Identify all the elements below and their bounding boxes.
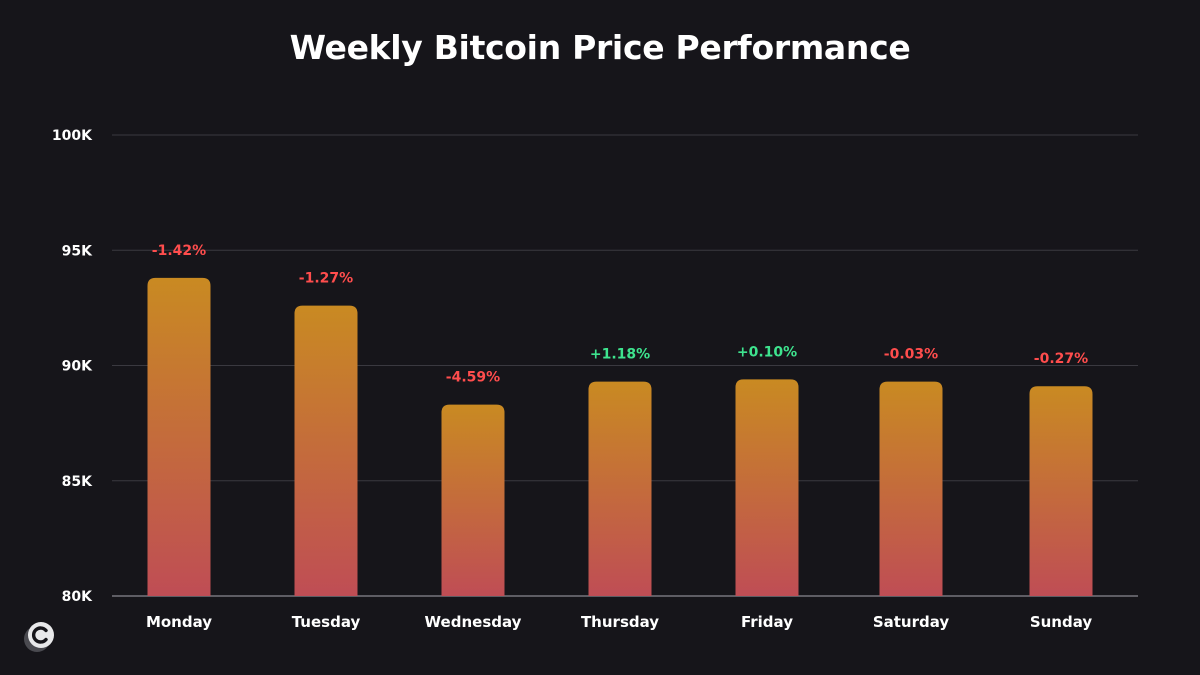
x-tick-label: Friday bbox=[741, 613, 793, 631]
y-tick-label: 95K bbox=[62, 243, 93, 259]
x-tick-label: Wednesday bbox=[425, 613, 522, 631]
bar-saturday bbox=[879, 381, 943, 596]
data-label-tuesday: -1.27% bbox=[299, 271, 353, 287]
y-tick-label: 90K bbox=[62, 359, 93, 375]
bar-wednesday bbox=[441, 404, 505, 596]
label-layer: -1.42% Monday -1.27% Tuesday -4.59% Wednesday… bbox=[146, 243, 1092, 631]
c-logo-icon bbox=[24, 622, 54, 652]
x-tick-label: Tuesday bbox=[292, 613, 361, 631]
x-tick-label: Thursday bbox=[581, 613, 659, 631]
data-label-thursday: +1.18% bbox=[590, 347, 650, 363]
data-label-monday: -1.42% bbox=[152, 243, 206, 259]
x-tick-label: Sunday bbox=[1030, 613, 1093, 631]
bar-monday bbox=[147, 277, 211, 596]
y-tick-label: 85K bbox=[62, 474, 93, 490]
y-tick-label: 80K bbox=[62, 589, 93, 605]
data-label-saturday: -0.03% bbox=[884, 347, 938, 363]
bar-thursday bbox=[588, 381, 652, 596]
bar-tuesday bbox=[294, 305, 358, 596]
chart-title: Weekly Bitcoin Price Performance bbox=[289, 28, 911, 67]
data-label-friday: +0.10% bbox=[737, 344, 797, 360]
x-tick-label: Monday bbox=[146, 613, 212, 631]
x-tick-label: Saturday bbox=[873, 613, 950, 631]
bar-layer bbox=[147, 277, 1093, 596]
bar-sunday bbox=[1029, 386, 1093, 596]
bar-friday bbox=[735, 379, 799, 596]
y-tick-label: 100K bbox=[52, 128, 93, 144]
data-label-wednesday: -4.59% bbox=[446, 370, 500, 386]
data-label-sunday: -0.27% bbox=[1034, 351, 1088, 367]
